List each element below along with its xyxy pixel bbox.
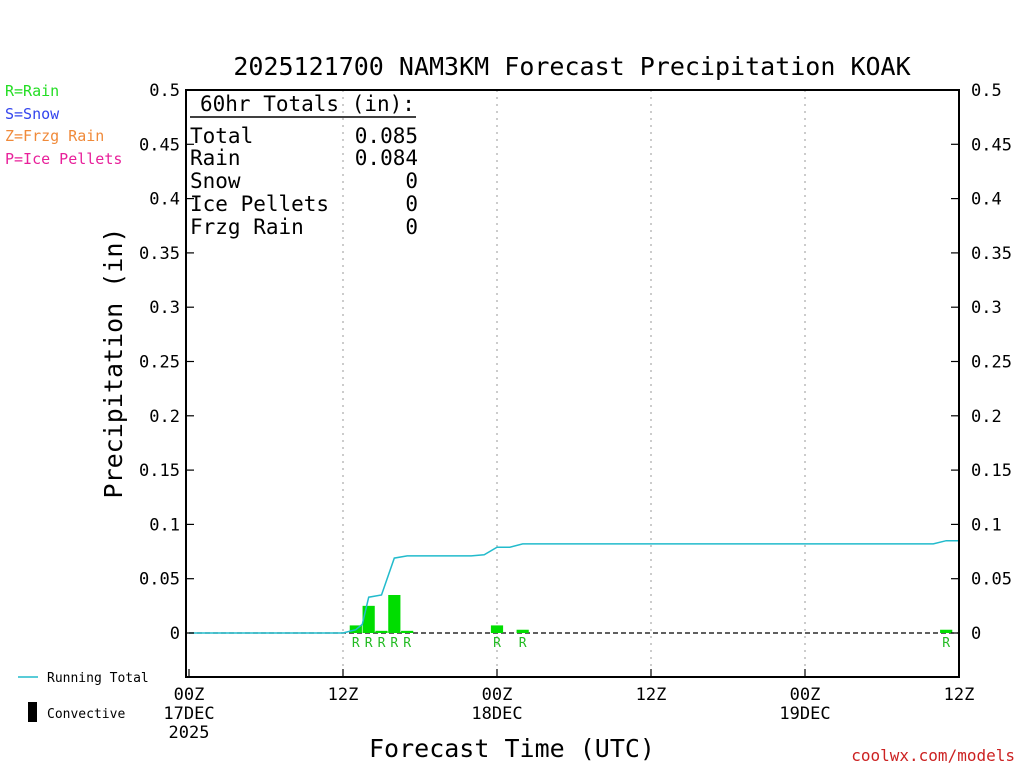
y-tick-label-right-2: 0.1 — [971, 515, 1002, 535]
y-tick-label-left-10: 0.5 — [149, 81, 180, 101]
precip-type-label-4: R — [403, 636, 411, 651]
precip-type-label-7: R — [942, 636, 950, 651]
x-tick-label-date-2: 18DEC — [471, 704, 522, 724]
y-tick-label-right-8: 0.4 — [971, 190, 1002, 210]
series-legend: Running Total Convective — [18, 671, 149, 722]
y-tick-label-right-0: 0 — [971, 624, 981, 644]
legend-rain: R=Rain — [5, 82, 59, 100]
x-tick-label-time-2: 00Z — [482, 685, 513, 705]
legend-convective: Convective — [47, 707, 125, 722]
totals-value-freezing-rain: 0 — [405, 215, 418, 239]
y-tick-label-right-6: 0.3 — [971, 298, 1002, 318]
credit-text: coolwx.com/models — [851, 746, 1015, 765]
totals-box: 60hr Totals (in): Total 0.085 Rain 0.084… — [190, 92, 418, 239]
precip-bar-5 — [490, 625, 504, 633]
precip-bar-4 — [401, 630, 414, 633]
x-tick-label-time-0: 00Z — [174, 685, 205, 705]
y-tick-label-right-9: 0.45 — [971, 135, 1012, 155]
totals-label-total: Total — [190, 124, 253, 148]
y-tick-label-left-7: 0.35 — [139, 244, 180, 264]
legend-freezing-rain: Z=Frzg Rain — [5, 127, 104, 145]
precip-type-label-6: R — [519, 636, 527, 651]
totals-value-total: 0.085 — [355, 124, 418, 148]
totals-label-freezing-rain: Frzg Rain — [190, 215, 304, 239]
x-tick-label-time-5: 12Z — [944, 685, 975, 705]
totals-label-snow: Snow — [190, 169, 241, 193]
y-tick-label-left-5: 0.25 — [139, 353, 180, 373]
totals-value-rain: 0.084 — [355, 146, 418, 170]
y-tick-label-left-6: 0.3 — [149, 298, 180, 318]
y-tick-label-left-2: 0.1 — [149, 515, 180, 535]
convective-swatch — [28, 702, 37, 722]
precip-type-label-0: R — [352, 636, 360, 651]
y-tick-label-left-0: 0 — [170, 624, 180, 644]
totals-label-rain: Rain — [190, 146, 241, 170]
x-tick-label-time-4: 00Z — [790, 685, 821, 705]
legend-running-total: Running Total — [47, 671, 149, 686]
precip-bar-7 — [940, 629, 953, 633]
totals-heading: 60hr Totals (in): — [200, 92, 415, 116]
precip-type-legend: R=Rain S=Snow Z=Frzg Rain P=Ice Pellets — [5, 82, 122, 168]
y-tick-label-right-7: 0.35 — [971, 244, 1012, 264]
y-tick-label-left-3: 0.15 — [139, 461, 180, 481]
x-tick-label-year-0: 2025 — [169, 723, 210, 743]
running-total-series — [189, 539, 959, 634]
x-axis-title: Forecast Time (UTC) — [369, 734, 655, 763]
running-total-line — [189, 539, 959, 634]
x-tick-label-time-3: 12Z — [636, 685, 667, 705]
legend-snow: S=Snow — [5, 105, 60, 123]
y-tick-label-right-1: 0.05 — [971, 570, 1012, 590]
precip-bar-2 — [375, 630, 388, 633]
totals-label-ice-pellets: Ice Pellets — [190, 192, 329, 216]
chart-title: 2025121700 NAM3KM Forecast Precipitation… — [233, 52, 910, 81]
y-axis-ticks: 0 00.05 0.050.1 0.10.15 0.150.2 0.20.25 0.250.… — [139, 81, 1012, 644]
x-tick-label-time-1: 12Z — [328, 685, 359, 705]
y-axis-title: Precipitation (in) — [99, 228, 128, 499]
precip-type-label-3: R — [390, 636, 398, 651]
y-tick-label-left-4: 0.2 — [149, 407, 180, 427]
y-tick-label-left-9: 0.45 — [139, 135, 180, 155]
totals-value-snow: 0 — [405, 169, 418, 193]
x-tick-label-date-4: 19DEC — [779, 704, 830, 724]
legend-ice-pellets: P=Ice Pellets — [5, 150, 122, 168]
y-tick-label-right-10: 0.5 — [971, 81, 1002, 101]
precip-type-label-5: R — [493, 636, 501, 651]
y-tick-label-right-5: 0.25 — [971, 353, 1012, 373]
precip-type-label-2: R — [378, 636, 386, 651]
precip-type-label-1: R — [365, 636, 373, 651]
precip-bar-3 — [388, 594, 401, 633]
precip-bar-1 — [362, 605, 375, 633]
y-tick-label-right-3: 0.15 — [971, 461, 1012, 481]
precip-bar-6 — [516, 629, 529, 633]
y-tick-label-left-8: 0.4 — [149, 190, 180, 210]
y-tick-label-left-1: 0.05 — [139, 570, 180, 590]
x-tick-label-date-0: 17DEC — [163, 704, 214, 724]
plot-frame — [185, 89, 960, 678]
totals-value-ice-pellets: 0 — [405, 192, 418, 216]
y-tick-label-right-4: 0.2 — [971, 407, 1002, 427]
